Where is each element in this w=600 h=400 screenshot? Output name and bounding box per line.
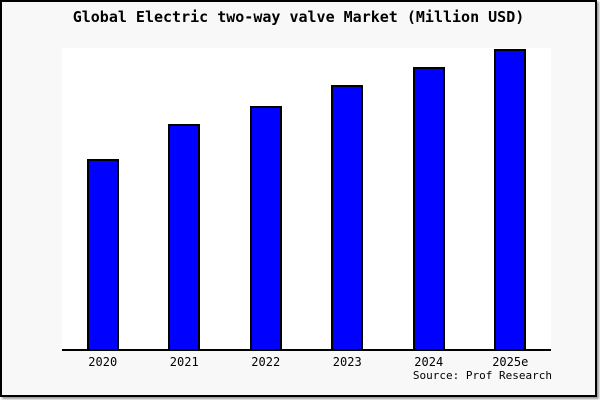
x-tick-label-2025e: 2025e bbox=[492, 355, 529, 369]
x-axis-labels: 2020 2021 2022 2023 2024 2025e bbox=[62, 355, 551, 369]
bar-2023 bbox=[331, 84, 364, 349]
x-tick-label-2022: 2022 bbox=[251, 355, 281, 369]
bar-slot bbox=[144, 48, 226, 349]
x-tick-label-2023: 2023 bbox=[332, 355, 362, 369]
bar-slot bbox=[225, 48, 307, 349]
x-tick-label-2024: 2024 bbox=[414, 355, 444, 369]
bar-2024 bbox=[412, 66, 445, 349]
plot-area bbox=[62, 48, 551, 351]
x-tick-label-2020: 2020 bbox=[88, 355, 118, 369]
chart-title: Global Electric two-way valve Market (Mi… bbox=[72, 8, 525, 26]
bar-slot bbox=[307, 48, 389, 349]
bar-slot bbox=[62, 48, 144, 349]
x-tick-label-2021: 2021 bbox=[169, 355, 199, 369]
bar-2020 bbox=[86, 159, 119, 349]
bar-2022 bbox=[249, 105, 282, 349]
bar-2025e bbox=[494, 48, 527, 349]
bar-slot bbox=[470, 48, 552, 349]
source-note: Source: Prof Research bbox=[412, 369, 552, 382]
bar-2021 bbox=[168, 123, 201, 349]
bar-slot bbox=[388, 48, 470, 349]
